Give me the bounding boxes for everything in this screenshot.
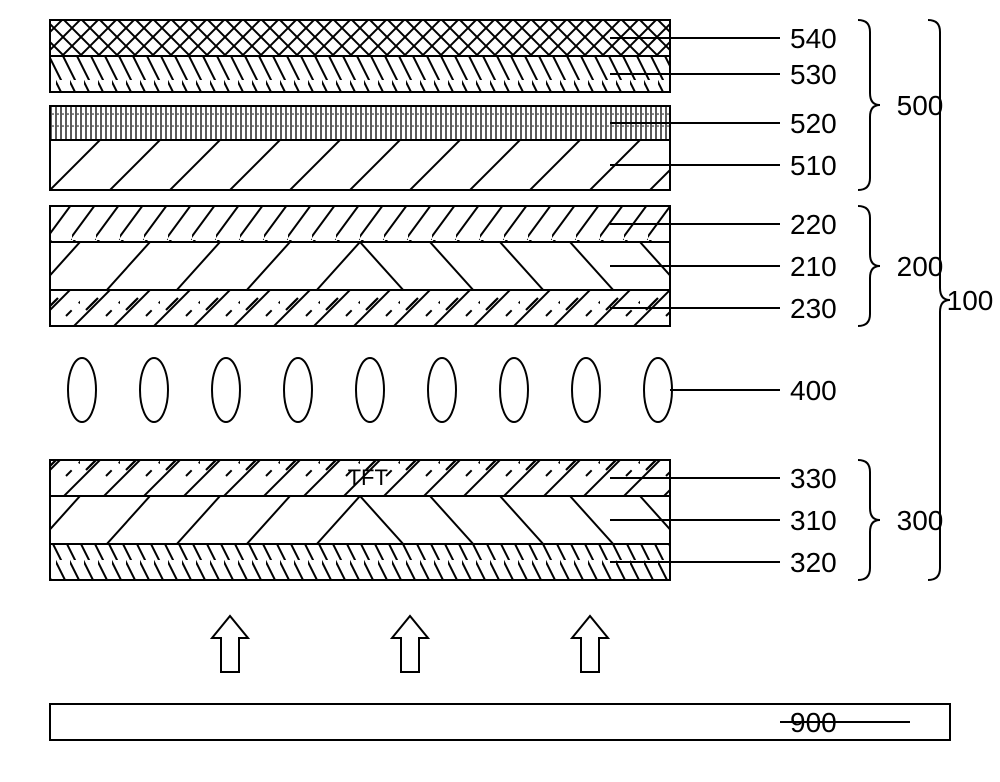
diagram-canvas: TFT 540 530 520 510 220 210 230 330 310 320 900 400 5…	[0, 0, 1000, 782]
label-320: 320	[790, 547, 837, 578]
layer-220	[50, 206, 670, 242]
brace-200	[858, 206, 880, 326]
label-210: 210	[790, 251, 837, 282]
label-530: 530	[790, 59, 837, 90]
tft-label: TFT	[348, 465, 388, 490]
layer-530	[50, 56, 670, 92]
label-310: 310	[790, 505, 837, 536]
label-330: 330	[790, 463, 837, 494]
label-540: 540	[790, 23, 837, 54]
group-label-100: 100	[947, 285, 994, 316]
group-label-200: 200	[897, 251, 944, 282]
label-230: 230	[790, 293, 837, 324]
brace-500	[858, 20, 880, 190]
layer-520	[50, 106, 670, 140]
arrows	[212, 616, 608, 672]
group-label-300: 300	[897, 505, 944, 536]
label-900: 900	[790, 707, 837, 738]
layer-320	[50, 544, 670, 580]
layer-540	[50, 20, 670, 56]
layer-230	[50, 290, 670, 326]
group-label-500: 500	[897, 90, 944, 121]
brace-300	[858, 460, 880, 580]
label-520: 520	[790, 108, 837, 139]
layer-330: TFT	[50, 460, 670, 496]
label-510: 510	[790, 150, 837, 181]
layer-510	[50, 140, 670, 190]
label-400: 400	[790, 375, 837, 406]
ellipse-row	[68, 358, 672, 422]
label-220: 220	[790, 209, 837, 240]
